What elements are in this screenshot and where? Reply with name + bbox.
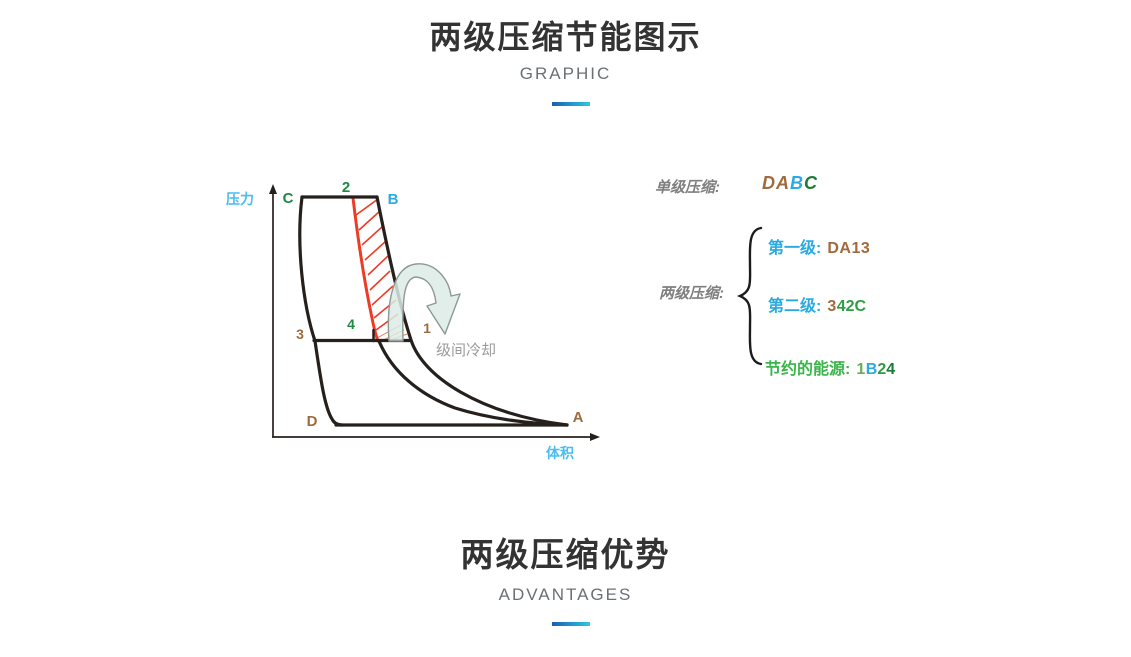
first-stage-row: 第一级: DA13 <box>768 234 870 258</box>
second-stage-curve <box>351 196 380 343</box>
cooling-arrow <box>387 263 461 342</box>
point-A: A <box>573 409 584 426</box>
single-stage-char-D: D <box>762 173 776 193</box>
second-stage-value-42C: 42C <box>836 298 867 315</box>
section-title-advantages: 两级压缩优势 <box>460 536 671 573</box>
first-stage-value: DA13 <box>827 240 871 257</box>
point-C: C <box>283 190 294 207</box>
divider <box>551 622 590 626</box>
y-axis-arrow <box>269 184 277 194</box>
saved-energy-row: 节约的能源: 1B24 <box>765 355 895 379</box>
saved-energy-hatch <box>355 198 399 331</box>
saved-energy-value-2: 2 <box>877 361 887 378</box>
point-4: 4 <box>347 316 355 332</box>
brace <box>736 226 763 366</box>
single-stage-char-B: B <box>790 173 804 193</box>
single-stage-label: 单级压缩: <box>655 179 720 196</box>
two-stage-label: 两级压缩: <box>659 285 724 302</box>
second-stage-row: 第二级: 342C <box>768 292 866 316</box>
axes <box>272 190 594 438</box>
single-stage-char-A: A <box>776 173 790 193</box>
y-axis-label: 压力 <box>226 191 254 207</box>
saved-energy-value-1: 1 <box>856 361 866 378</box>
point-D: D <box>307 413 318 430</box>
saved-energy-value-B: B <box>865 361 878 378</box>
point-B: B <box>388 191 399 208</box>
single-stage-value: DABC <box>762 173 818 194</box>
divider <box>551 102 590 106</box>
point-2: 2 <box>342 179 350 196</box>
single-stage-char-C: C <box>804 173 818 193</box>
page-subtitle: GRAPHIC <box>519 64 612 83</box>
first-stage-label: 第一级: <box>768 240 822 257</box>
x-axis-arrow <box>590 433 600 441</box>
section-subtitle-advantages: ADVANTAGES <box>498 585 633 604</box>
point-3: 3 <box>296 326 304 342</box>
second-stage-label: 第二级: <box>768 298 822 315</box>
saved-energy-label: 节约的能源: <box>765 361 851 378</box>
x-axis-label: 体积 <box>546 445 574 461</box>
page-title: 两级压缩节能图示 <box>429 19 702 55</box>
second-stage-value-3: 3 <box>827 298 837 315</box>
point-1: 1 <box>423 320 431 336</box>
cooling-annotation: 级间冷却 <box>436 342 496 359</box>
saved-energy-value-4: 4 <box>886 361 896 378</box>
pv-diagram: 压力 体积 C 2 B 3 4 1 D A 级间冷却 <box>226 179 600 461</box>
cycle-outline <box>298 195 569 427</box>
